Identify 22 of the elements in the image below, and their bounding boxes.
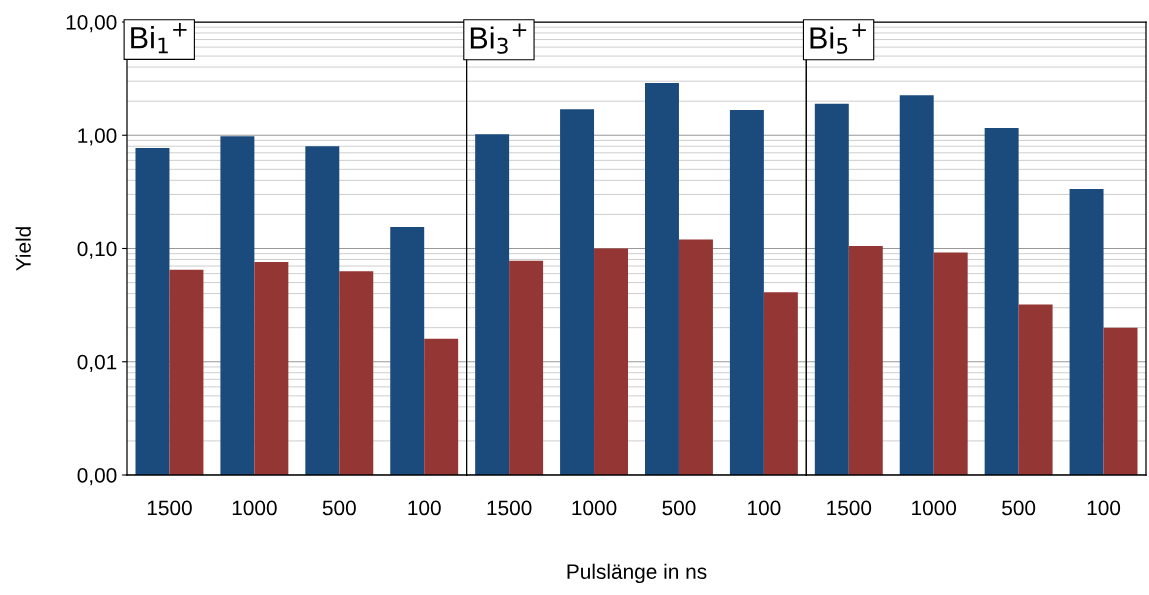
y-tick-label: 0,00 <box>77 468 117 486</box>
x-tick-label: 500 <box>322 500 356 516</box>
y-tick-label: 0,10 <box>77 241 117 259</box>
x-tick-label: 1500 <box>147 500 192 516</box>
x-tick-label: 100 <box>408 500 441 516</box>
y-tick-label: 10,00 <box>66 15 117 33</box>
y-tick-label: 1,00 <box>78 128 117 146</box>
y-axis-title: Yield <box>15 227 31 271</box>
x-tick-label: 100 <box>748 500 781 516</box>
x-axis-title: Pulslänge in ns <box>567 563 707 584</box>
x-tick-label: 1000 <box>912 500 957 516</box>
chart-title: Bi$_{3}$$^{+}$ <box>470 23 527 54</box>
x-tick-label: 1500 <box>827 500 872 516</box>
x-tick-label: 1500 <box>487 500 532 516</box>
x-tick-label: 1000 <box>232 500 277 516</box>
chart-title: Bi$_{5}$$^{+}$ <box>810 23 866 54</box>
y-tick-label: 0,01 <box>77 354 117 372</box>
x-tick-label: 500 <box>662 500 696 516</box>
x-tick-label: 100 <box>1087 500 1121 516</box>
x-tick-label: 500 <box>1002 500 1036 516</box>
x-tick-label: 1000 <box>572 500 617 516</box>
chart-title: Bi$_{1}$$^{+}$ <box>131 23 187 54</box>
